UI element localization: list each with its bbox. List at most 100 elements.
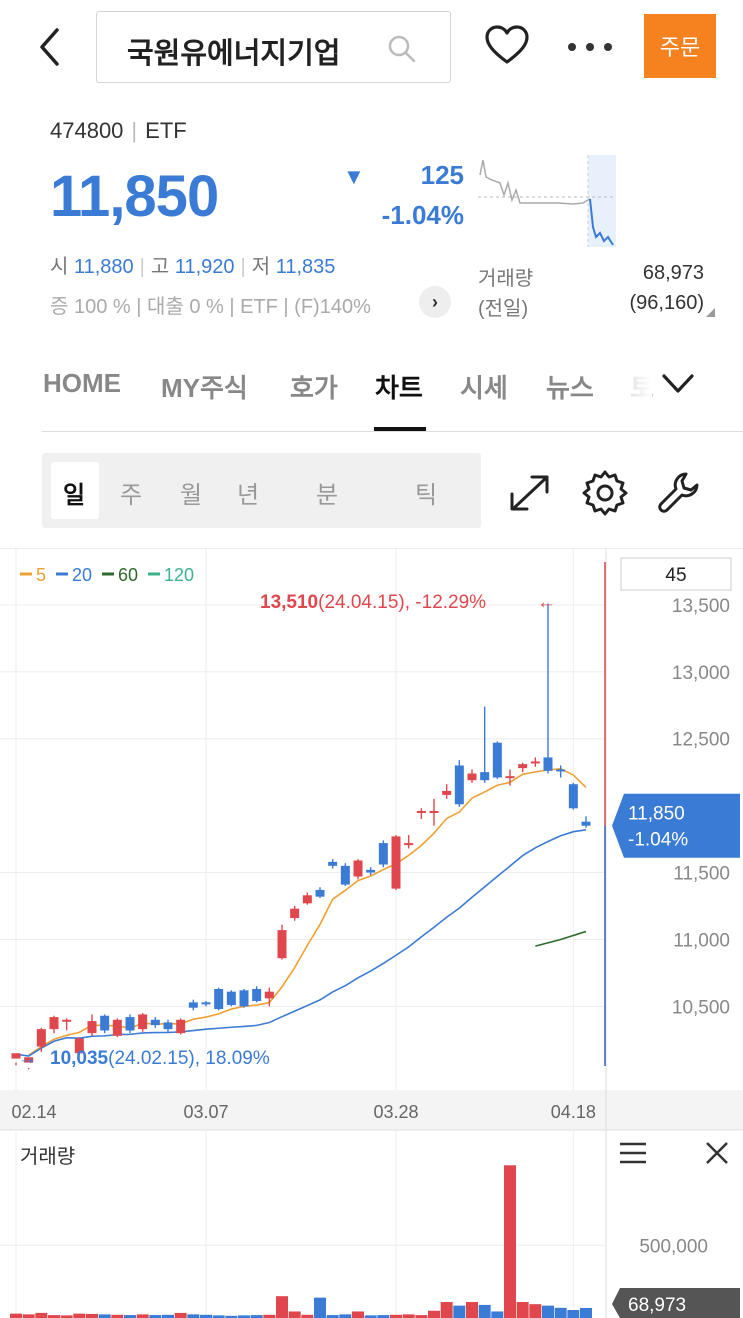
volume-bar bbox=[364, 1315, 377, 1318]
volume-bar bbox=[124, 1315, 136, 1318]
ohl-line: 시 11,880 | 고 11,920 | 저 11,835 bbox=[50, 256, 336, 278]
heart-icon[interactable] bbox=[484, 24, 530, 71]
volume-bar bbox=[22, 1314, 35, 1318]
volume-current-tag bbox=[612, 1288, 740, 1318]
tab-news[interactable]: 뉴스 bbox=[546, 373, 594, 403]
volume-bar bbox=[542, 1305, 554, 1318]
expand-icon[interactable] bbox=[506, 470, 554, 521]
chevron-left-icon bbox=[40, 28, 59, 66]
candle-body bbox=[340, 865, 350, 885]
volume-bar bbox=[478, 1304, 491, 1318]
close-icon[interactable] bbox=[704, 1140, 730, 1171]
down-triangle-icon: ▼ bbox=[343, 164, 365, 189]
low-label: 저 bbox=[251, 256, 271, 278]
period-tick[interactable]: 틱 bbox=[415, 482, 438, 509]
volume-bar bbox=[10, 1313, 22, 1318]
candle-body bbox=[378, 843, 388, 865]
info-expand-button[interactable]: › bbox=[419, 286, 451, 318]
candle-body bbox=[176, 1019, 186, 1034]
wrench-icon[interactable] bbox=[656, 468, 704, 521]
volume-tick-label: 500,000 bbox=[639, 1236, 708, 1257]
high-arrow-icon: ← bbox=[537, 592, 556, 613]
volume-bar bbox=[415, 1315, 428, 1318]
volume-panel-title: 거래량 bbox=[20, 1146, 76, 1168]
volume-bar bbox=[580, 1307, 592, 1318]
open-value: 11,880 bbox=[73, 256, 134, 278]
period-day[interactable]: 일 bbox=[63, 482, 86, 509]
active-tab-indicator bbox=[374, 427, 426, 431]
volume-bar bbox=[440, 1302, 453, 1318]
search-box[interactable]: 국원유에너지기업 bbox=[96, 11, 451, 83]
search-icon[interactable] bbox=[387, 34, 417, 69]
candle-body bbox=[188, 1002, 198, 1008]
change-value: 125 bbox=[420, 160, 464, 190]
candle-body bbox=[74, 1038, 84, 1054]
y-tick-label: 11,500 bbox=[673, 864, 730, 885]
candle-body bbox=[125, 1017, 135, 1031]
candle-body bbox=[454, 765, 464, 805]
candle-body bbox=[163, 1022, 173, 1030]
chevron-down-icon[interactable] bbox=[660, 370, 696, 403]
tab-chart[interactable]: 차트 bbox=[375, 373, 423, 403]
volume-bar bbox=[73, 1313, 86, 1318]
order-button[interactable]: 주문 bbox=[644, 14, 716, 78]
period-month[interactable]: 월 bbox=[180, 482, 203, 509]
menu-icon[interactable] bbox=[618, 1140, 648, 1171]
candle-count-value: 45 bbox=[665, 565, 686, 586]
candle-body bbox=[429, 810, 439, 813]
gear-icon[interactable] bbox=[580, 468, 630, 523]
tab-home[interactable]: HOME bbox=[43, 368, 121, 398]
volume-bar bbox=[314, 1297, 326, 1318]
candle-body bbox=[24, 1057, 34, 1063]
volume-bar bbox=[491, 1311, 504, 1318]
candle-body bbox=[11, 1053, 21, 1059]
volume-bar bbox=[390, 1314, 402, 1318]
volume-bar bbox=[276, 1296, 288, 1318]
tab-fade bbox=[612, 360, 652, 410]
tab-price[interactable]: 시세 bbox=[460, 373, 508, 403]
volume-bar bbox=[466, 1302, 478, 1318]
period-minute[interactable]: 분 bbox=[316, 482, 339, 509]
volume-bar bbox=[136, 1314, 149, 1318]
period-selector bbox=[42, 453, 481, 528]
period-year[interactable]: 년 bbox=[237, 482, 260, 509]
period-week[interactable]: 주 bbox=[120, 482, 143, 509]
candle-body bbox=[150, 1019, 160, 1026]
corner-triangle-icon bbox=[706, 308, 715, 317]
market-type: ETF bbox=[145, 118, 187, 143]
back-button[interactable] bbox=[30, 22, 70, 72]
volume-bar bbox=[98, 1314, 111, 1318]
candle-body bbox=[391, 836, 401, 889]
low-arrow-icon: → bbox=[18, 1048, 37, 1069]
candle-count-box bbox=[620, 557, 732, 591]
legend-label: 60 bbox=[118, 565, 138, 585]
candle-body bbox=[302, 895, 312, 904]
chevron-right-icon: › bbox=[432, 291, 438, 312]
volume-bar bbox=[48, 1315, 60, 1318]
tab-my-stock[interactable]: MY주식 bbox=[161, 373, 248, 403]
tab-orderbook[interactable]: 호가 bbox=[290, 373, 338, 403]
stock-code: 474800 bbox=[50, 118, 124, 143]
volume-bar bbox=[250, 1315, 263, 1318]
y-tick-label: 11,000 bbox=[673, 930, 730, 951]
price-chart[interactable]: 13,500 13,000 12,500 11,500 11,000 10,500 02.1… bbox=[0, 548, 743, 1318]
more-icon[interactable] bbox=[566, 40, 614, 58]
candle-body bbox=[36, 1029, 46, 1047]
low-annotation: 10,035(24.02.15), 18.09% bbox=[50, 1048, 270, 1069]
candle-body bbox=[49, 1017, 59, 1030]
intraday-mini-chart bbox=[478, 155, 618, 255]
current-price-tag bbox=[612, 793, 740, 858]
volume-bar bbox=[352, 1311, 364, 1318]
candle-body bbox=[264, 991, 274, 999]
search-text: 국원유에너지기업 bbox=[127, 38, 341, 70]
period-selected-bg bbox=[51, 462, 99, 519]
y-tick-label: 13,000 bbox=[672, 663, 730, 684]
high-label: 고 bbox=[150, 256, 170, 278]
x-tick-label: 03.07 bbox=[183, 1102, 228, 1122]
volume-bar bbox=[238, 1315, 250, 1318]
volume-bar bbox=[225, 1315, 238, 1318]
current-price: 11,850 bbox=[50, 164, 219, 229]
candle-body bbox=[62, 1019, 72, 1022]
current-price-tag-pct: -1.04% bbox=[628, 830, 688, 851]
candle-body bbox=[277, 930, 287, 959]
